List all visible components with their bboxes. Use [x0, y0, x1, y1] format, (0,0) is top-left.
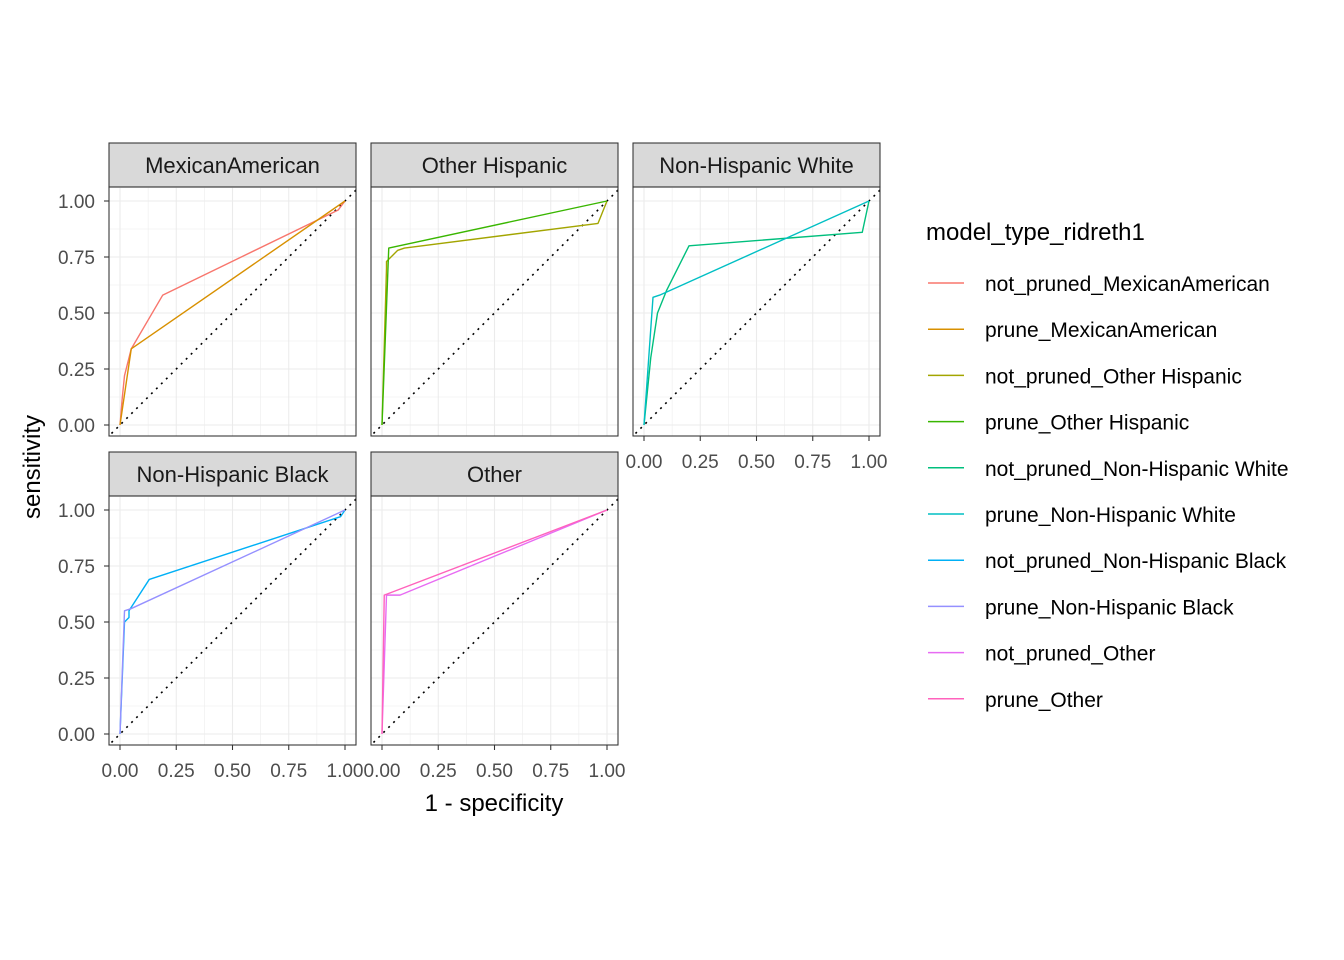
x-axis-title: 1 - specificity — [425, 790, 564, 817]
legend: model_type_ridreth1 not_pruned_MexicanAm… — [926, 219, 1289, 712]
y-tick-label: 1.00 — [58, 501, 95, 522]
panel-strip — [632, 142, 881, 188]
y-tick-label: 0.25 — [58, 669, 95, 690]
x-tick-label: 0.00 — [626, 452, 663, 473]
legend-item: prune_Non-Hispanic White — [928, 504, 1236, 527]
panel-title: Non-Hispanic Black — [137, 462, 330, 487]
plot-area — [109, 188, 356, 436]
roc-line-prune-non-hispanic-black — [119, 509, 346, 735]
legend-title: model_type_ridreth1 — [926, 219, 1145, 246]
x-tick-label: 0.25 — [682, 452, 719, 473]
x-tick-label: 1.00 — [851, 452, 888, 473]
legend-item: prune_Non-Hispanic Black — [928, 596, 1234, 619]
roc-line-not-pruned-other-hispanic — [381, 200, 608, 426]
legend-item: not_pruned_Other — [928, 643, 1155, 666]
panel-title: Other Hispanic — [422, 153, 568, 178]
panel-title: MexicanAmerican — [145, 153, 320, 178]
gridlines — [109, 496, 356, 745]
roc-line-prune-mexicanamerican — [119, 200, 346, 426]
legend-item: prune_Other Hispanic — [928, 412, 1189, 435]
panel-other-hispanic: Other Hispanic — [370, 142, 619, 437]
panel-other: Other 0.00 0.25 0.50 0.75 1.00 — [364, 451, 626, 782]
y-tick-label: 0.50 — [58, 613, 95, 634]
gridlines — [371, 496, 618, 745]
y-axis-title: sensitivity — [19, 415, 46, 519]
roc-line-not-pruned-other — [381, 509, 608, 735]
x-tick-label: 0.00 — [102, 761, 139, 782]
y-tick-label: 0.75 — [58, 248, 95, 269]
gridlines — [633, 187, 880, 436]
x-tick-label: 1.00 — [327, 761, 364, 782]
x-tick-label: 0.50 — [738, 452, 775, 473]
plot-area — [633, 188, 880, 436]
roc-line-prune-other — [381, 509, 608, 735]
y-tick-label: 0.00 — [58, 725, 95, 746]
panel-non-hispanic-white: Non-Hispanic White 0.00 0.25 0.50 0.75 1.00 — [626, 142, 888, 473]
x-tick-label: 0.25 — [158, 761, 195, 782]
x-tick-label: 0.50 — [214, 761, 251, 782]
panel-title: Non-Hispanic White — [659, 153, 853, 178]
legend-label: prune_Other — [985, 689, 1103, 712]
legend-label: prune_Non-Hispanic Black — [985, 596, 1234, 619]
x-tick-label: 0.75 — [270, 761, 307, 782]
panel-non-hispanic-black: Non-Hispanic Black 0.00 0.25 0.50 0.75 1.00 0.… — [58, 451, 364, 782]
legend-label: not_pruned_Non-Hispanic Black — [985, 550, 1287, 573]
x-tick-label: 0.25 — [420, 761, 457, 782]
gridlines — [109, 187, 356, 436]
x-tick-label: 0.50 — [476, 761, 513, 782]
panel-mexicanamerican: MexicanAmerican 0.00 0.25 0.50 0.75 1.00 — [58, 142, 357, 437]
y-tick-label: 0.25 — [58, 360, 95, 381]
legend-label: not_pruned_MexicanAmerican — [985, 273, 1270, 296]
panel-border — [108, 186, 357, 437]
roc-line-prune-other-hispanic — [381, 200, 608, 426]
legend-item: not_pruned_Non-Hispanic Black — [928, 550, 1287, 573]
legend-item: prune_Other — [928, 689, 1103, 712]
y-tick-label: 0.00 — [58, 416, 95, 437]
y-tick-label: 0.75 — [58, 557, 95, 578]
x-tick-label: 0.75 — [532, 761, 569, 782]
panel-strip — [108, 451, 357, 497]
plot-area — [109, 497, 356, 745]
legend-item: not_pruned_Other Hispanic — [928, 365, 1242, 388]
legend-item: prune_MexicanAmerican — [928, 319, 1217, 342]
legend-label: not_pruned_Other — [985, 643, 1155, 666]
legend-label: not_pruned_Other Hispanic — [985, 365, 1242, 388]
gridlines — [371, 187, 618, 436]
legend-label: prune_MexicanAmerican — [985, 319, 1217, 342]
legend-item: not_pruned_MexicanAmerican — [928, 273, 1270, 296]
panel-strip — [370, 142, 619, 188]
x-tick-label: 0.75 — [794, 452, 831, 473]
panel-strip — [370, 451, 619, 497]
roc-line-not-pruned-non-hispanic-white — [643, 200, 870, 426]
panel-title: Other — [467, 462, 522, 487]
facet-panels: MexicanAmerican0.000.250.500.751.00Other… — [58, 142, 888, 782]
roc-line-prune-non-hispanic-white — [643, 200, 870, 426]
legend-item: not_pruned_Non-Hispanic White — [928, 458, 1289, 481]
plot-area — [371, 188, 618, 436]
panel-border — [370, 186, 619, 437]
panel-strip — [108, 142, 357, 188]
x-tick-label: 0.00 — [364, 761, 401, 782]
legend-label: prune_Other Hispanic — [985, 412, 1189, 435]
x-tick-label: 1.00 — [589, 761, 626, 782]
plot-area — [371, 497, 618, 745]
y-tick-label: 0.50 — [58, 304, 95, 325]
legend-label: prune_Non-Hispanic White — [985, 504, 1236, 527]
y-tick-label: 1.00 — [58, 192, 95, 213]
legend-label: not_pruned_Non-Hispanic White — [985, 458, 1289, 481]
